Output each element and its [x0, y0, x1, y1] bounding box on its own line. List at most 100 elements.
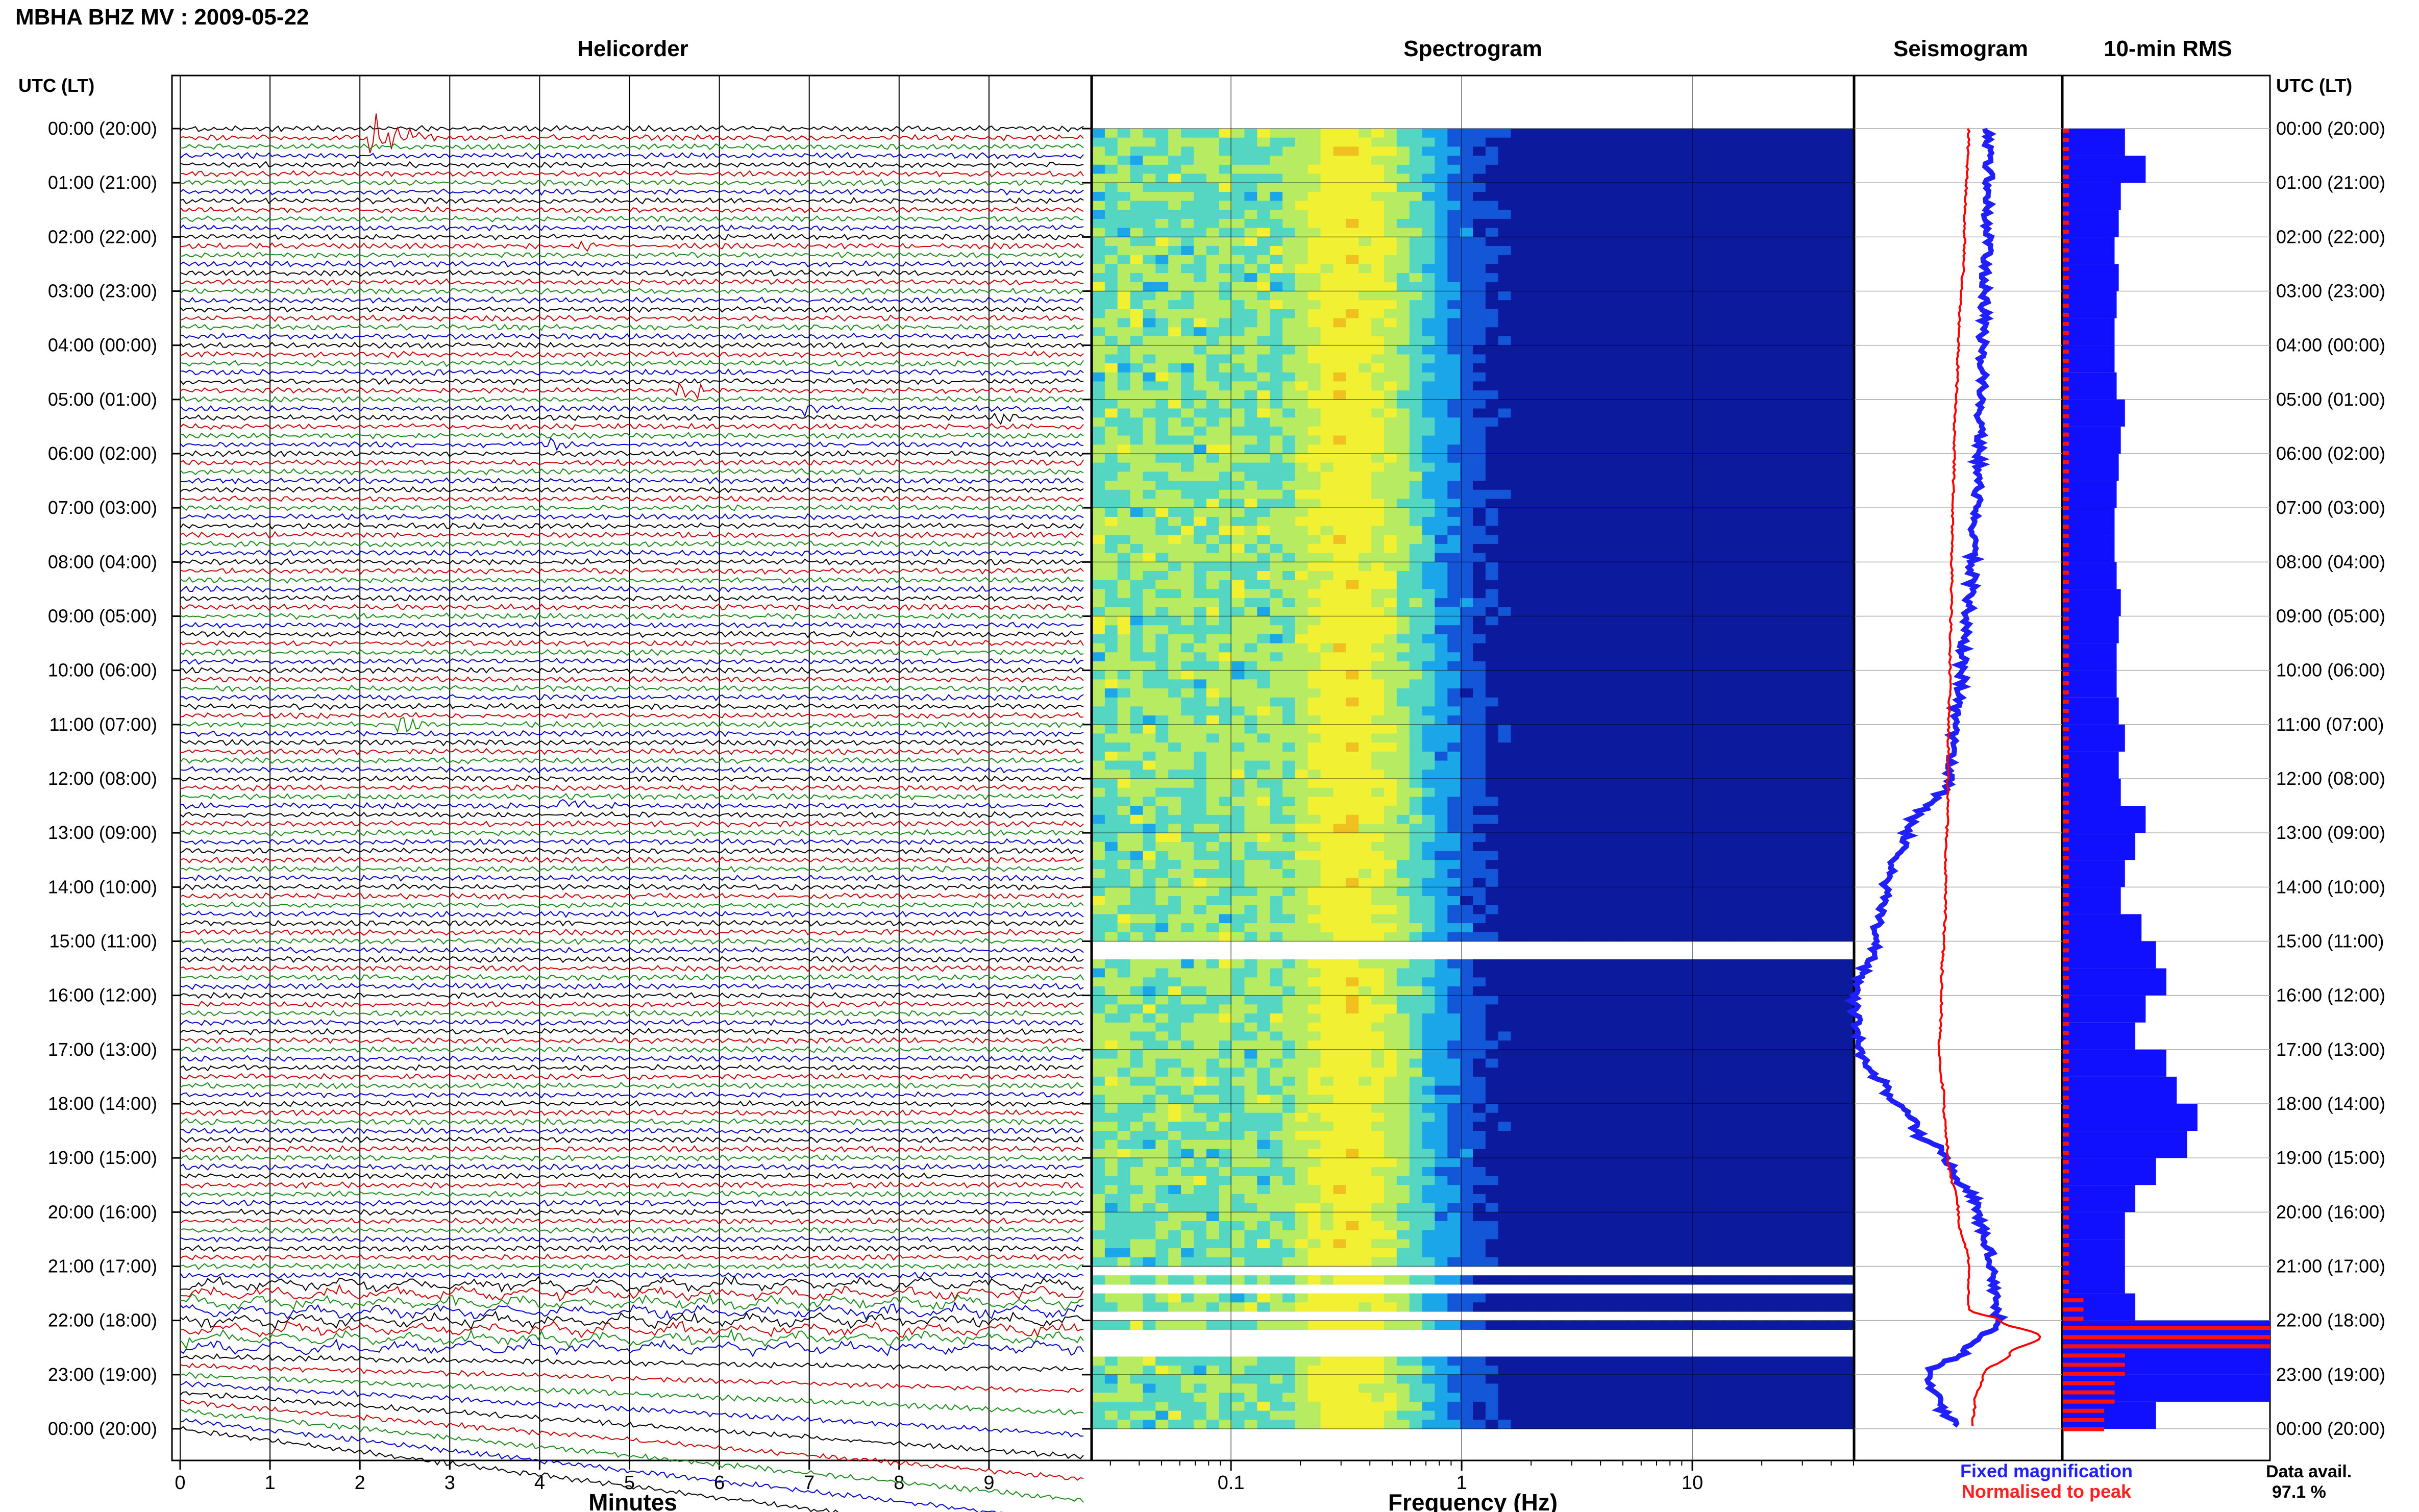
spectrogram-cell	[1435, 679, 1448, 689]
spectrogram-cell	[1270, 201, 1283, 210]
spectrogram-cell	[1295, 462, 1309, 472]
spectrogram-cell	[1359, 454, 1372, 463]
spectrogram-cell	[1409, 806, 1423, 815]
spectrogram-cell	[1333, 616, 1346, 626]
spectrogram-cell	[1130, 218, 1144, 229]
spectrogram-cell	[1714, 508, 1727, 517]
time-label-left: 10:00 (06:00)	[48, 660, 157, 681]
spectrogram-cell	[1447, 156, 1461, 165]
spectrogram-cell	[1130, 201, 1144, 210]
spectrogram-cell	[1181, 210, 1194, 219]
spectrogram-cell	[1435, 156, 1448, 165]
spectrogram-cell	[1117, 670, 1131, 680]
spectrogram-cell	[1422, 806, 1435, 815]
spectrogram-cell	[1193, 697, 1207, 707]
spectrogram-cell	[1485, 417, 1499, 427]
spectrogram-cell	[1257, 399, 1270, 409]
spectrogram-cell	[1574, 679, 1588, 689]
spectrogram-cell	[1130, 833, 1144, 842]
spectrogram-cell	[1752, 408, 1765, 418]
spectrogram-cell	[1828, 706, 1841, 716]
spectrogram-cell	[1790, 309, 1804, 319]
spectrogram-cell	[1625, 201, 1638, 210]
spectrogram-cell	[1841, 191, 1854, 202]
spectrogram-cell	[1815, 129, 1829, 138]
spectrogram-cell	[1599, 363, 1613, 373]
spectrogram-cell	[1270, 210, 1283, 219]
spectrogram-cell	[1790, 733, 1804, 743]
spectrogram-cell	[1841, 806, 1854, 815]
spectrogram-cell	[1701, 643, 1715, 653]
spectrogram-cell	[1155, 814, 1169, 825]
spectrogram-cell	[1714, 237, 1727, 246]
spectrogram-cell	[1841, 309, 1854, 319]
spectrogram-cell	[1422, 643, 1435, 653]
spectrogram-cell	[1752, 543, 1765, 554]
spectrogram-cell	[1625, 435, 1638, 445]
spectrogram-cell	[1739, 273, 1752, 283]
spectrogram-cell	[1574, 454, 1588, 463]
spectrogram-cell	[1092, 652, 1105, 662]
spectrogram-cell	[1409, 237, 1423, 246]
spectrogram-cell	[1764, 390, 1778, 400]
spectrogram-cell	[1435, 760, 1448, 770]
spectrogram-cell	[1511, 706, 1524, 716]
spectrogram-cell	[1282, 742, 1296, 752]
spectrogram-cell	[1841, 472, 1854, 481]
helicorder-trace	[180, 1408, 1084, 1503]
spectrogram-cell	[1803, 454, 1816, 463]
spectrogram-cell	[1714, 607, 1727, 617]
spectrogram-cell	[1320, 814, 1334, 825]
spectrogram-cell	[1841, 444, 1854, 454]
spectrogram-cell	[1562, 164, 1575, 175]
spectrogram-cell	[1282, 472, 1296, 481]
spectrogram-cell	[1549, 814, 1562, 825]
helicorder-trace	[180, 113, 1084, 154]
spectrogram-cell	[1206, 770, 1220, 779]
spectrogram-cell	[1244, 300, 1257, 310]
spectrogram-cell	[1257, 715, 1270, 725]
spectrogram-cell	[1688, 309, 1702, 319]
spectrogram-cell	[1650, 543, 1664, 554]
spectrogram-cell	[1359, 751, 1372, 761]
spectrogram-cell	[1460, 156, 1473, 165]
spectrogram-cell	[1523, 164, 1537, 175]
spectrogram-cell	[1828, 634, 1841, 644]
spectrogram-cell	[1155, 146, 1169, 156]
spectrogram-cell	[1282, 779, 1296, 788]
spectrogram-cell	[1092, 255, 1105, 264]
spectrogram-cell	[1333, 408, 1346, 418]
spectrogram-cell	[1168, 137, 1181, 147]
spectrogram-cell	[1523, 318, 1537, 328]
spectrogram-cell	[1117, 472, 1131, 481]
spectrogram-cell	[1764, 526, 1778, 535]
spectrogram-cell	[1307, 824, 1321, 833]
spectrogram-cell	[1562, 724, 1575, 734]
spectrogram-cell	[1739, 589, 1752, 599]
spectrogram-cell	[1663, 508, 1676, 517]
spectrogram-cell	[1752, 516, 1765, 527]
spectrogram-cell	[1359, 616, 1372, 626]
spectrogram-cell	[1409, 535, 1423, 544]
spectrogram-cell	[1625, 616, 1638, 626]
spectrogram-cell	[1155, 354, 1169, 364]
spectrogram-cell	[1777, 643, 1791, 653]
spectrogram-cell	[1104, 210, 1118, 219]
spectrogram-cell	[1193, 228, 1207, 237]
spectrogram-cell	[1701, 688, 1715, 698]
spectrogram-cell	[1307, 264, 1321, 274]
spectrogram-cell	[1511, 372, 1524, 382]
spectrogram-cell	[1726, 156, 1740, 165]
spectrogram-cell	[1777, 372, 1791, 382]
helicorder-trace	[180, 1253, 1084, 1261]
spectrogram-cell	[1409, 787, 1423, 797]
spectrogram-cell	[1181, 454, 1194, 463]
spectrogram-cell	[1447, 516, 1461, 527]
spectrogram-cell	[1815, 688, 1829, 698]
helicorder-minute-tick-label: 3	[445, 1472, 455, 1494]
spectrogram-cell	[1574, 508, 1588, 517]
spectrogram-cell	[1688, 363, 1702, 373]
spectrogram-cell	[1473, 173, 1486, 183]
time-label-right: 01:00 (21:00)	[2276, 172, 2385, 193]
spectrogram-cell	[1473, 363, 1486, 373]
